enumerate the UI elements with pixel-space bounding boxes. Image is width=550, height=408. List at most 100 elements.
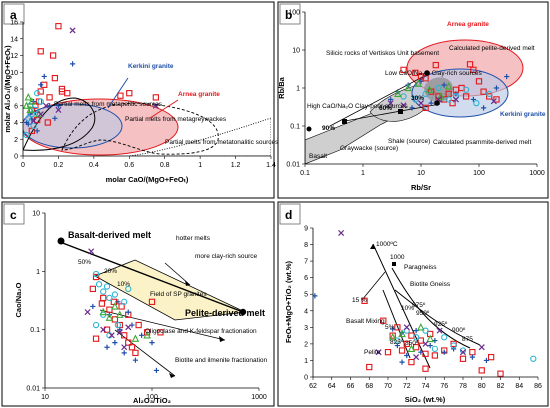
data-point-x <box>436 327 443 334</box>
data-point-square <box>493 96 500 103</box>
data-point-plus <box>153 367 160 374</box>
data-point-x <box>108 332 115 339</box>
x-tick-label: 64 <box>328 383 336 390</box>
x-tick-label: 80 <box>478 383 486 390</box>
pct30-label-b: 30% <box>411 95 424 102</box>
data-point-x <box>413 354 420 361</box>
data-point-x <box>125 324 132 331</box>
data-point-plus <box>493 85 500 91</box>
panel-c-ticks: 10 100 1000 0.01 0.1 1 10 <box>26 211 267 402</box>
y-tick-label: 1 <box>304 358 308 365</box>
data-point-triangle <box>28 97 36 105</box>
x-tick-label: 1000 <box>251 394 267 401</box>
pct90-label-b: 90% <box>322 125 335 132</box>
psammite-melt-marker <box>434 100 440 106</box>
panel-a: a 0 0.2 0.4 0.6 0.8 1 1.2 1.4 0 2 4 6 8 10 12 14 16 mola… <box>1 1 279 199</box>
x-tick-label: 70 <box>384 383 392 390</box>
silicic-label: Silicic rocks of Vertiskos Unit basement <box>326 50 439 57</box>
data-point-square <box>125 339 132 346</box>
data-point-square <box>126 90 133 97</box>
data-point-triangle <box>398 329 406 338</box>
data-point-square <box>470 66 477 74</box>
data-point-square <box>449 99 456 107</box>
data-point-circle <box>103 283 111 290</box>
data-point-x <box>452 96 459 103</box>
data-point-triangle <box>23 101 31 109</box>
x-tick-label: 86 <box>534 383 542 390</box>
pct10-label-d: 10% <box>401 305 414 312</box>
x-tick-label: 72 <box>403 383 411 390</box>
data-point-circle <box>412 334 420 341</box>
arnea-pointer-a <box>149 99 179 119</box>
sp-field-label: Field of SP granites <box>150 291 207 298</box>
data-point-x <box>400 102 407 109</box>
data-point-triangle <box>414 79 423 87</box>
data-point-square <box>46 94 53 101</box>
data-point-triangle <box>426 334 434 343</box>
data-point-square <box>475 78 483 85</box>
data-point-plus <box>451 346 457 352</box>
data-point-square <box>58 88 66 95</box>
data-point-plus <box>34 128 40 134</box>
x-tick-label: 76 <box>440 383 448 390</box>
data-point-triangle <box>425 85 434 93</box>
y-tick-label: 8 <box>304 242 308 249</box>
x-tick-label: 1 <box>361 170 365 177</box>
y-tick-label: 100 <box>288 10 300 17</box>
data-point-square <box>37 48 44 55</box>
data-point-circle <box>111 291 119 298</box>
panel-c-x-label: Al₂O₃/TiO₂ <box>133 396 171 405</box>
y-tick-label: 0.1 <box>30 327 40 334</box>
data-point-square <box>384 349 392 356</box>
y-tick-label: 16 <box>10 20 18 27</box>
panel-c-fields <box>59 241 247 377</box>
y-tick-label: 0 <box>14 154 18 161</box>
data-point-x <box>69 27 76 34</box>
data-point-plus <box>55 103 62 109</box>
data-point-circle <box>394 337 401 344</box>
basalt-melt-label: Basalt-derived melt <box>68 230 151 240</box>
y-tick-label: 7 <box>304 259 308 266</box>
data-point-square <box>157 329 164 336</box>
clay-rich-label: more clay-rich source <box>195 253 258 260</box>
x-tick-label: 10 <box>41 394 49 401</box>
t975-label: 975º <box>412 302 426 309</box>
biotite-gneiss-label: Biotite Gneiss <box>410 281 451 288</box>
basalt-melt-marker <box>57 237 65 245</box>
data-point-square <box>400 66 407 74</box>
biotite-arrowhead <box>169 373 175 378</box>
data-point-square <box>486 93 493 100</box>
x-tick-label: 100 <box>473 170 485 177</box>
data-point-triangle <box>388 332 397 341</box>
data-point-plus <box>480 105 487 111</box>
data-point-plus <box>46 103 53 109</box>
kerkini-label-a: Kerkini granite <box>128 63 174 70</box>
data-point-triangle <box>26 105 34 114</box>
panel-a-ticks: 0 0.2 0.4 0.6 0.8 1 1.2 1.4 0 2 4 6 8 10 12 14 16 <box>10 20 276 170</box>
data-point-circle <box>23 131 30 139</box>
data-point-circle <box>100 288 107 295</box>
data-point-x <box>422 340 429 347</box>
metagreywacke-field <box>61 102 219 155</box>
data-point-triangle <box>115 310 124 318</box>
data-point-plus <box>115 299 121 305</box>
data-point-triangle <box>111 302 119 310</box>
y-tick-label: 8 <box>14 87 18 94</box>
y-tick-label: 0.01 <box>286 162 300 169</box>
panel-a-y-label: molar Al₂O₃/(MgO+FeOₜ) <box>3 45 12 133</box>
arnea-label-b: Arnea granite <box>447 21 489 28</box>
data-point-triangle <box>394 89 402 98</box>
panel-d-label-box <box>279 203 301 225</box>
metatonalitic-field <box>129 117 271 156</box>
data-point-circle <box>92 270 100 278</box>
y-tick-label: 6 <box>304 275 308 282</box>
data-point-square <box>422 350 429 357</box>
psammite-label: Calculated psammite-derived melt <box>433 139 531 146</box>
data-point-triangle <box>404 83 412 92</box>
panel-c-label: c <box>10 208 17 222</box>
y-tick-label: 10 <box>32 211 40 218</box>
panel-c-points <box>84 248 164 374</box>
